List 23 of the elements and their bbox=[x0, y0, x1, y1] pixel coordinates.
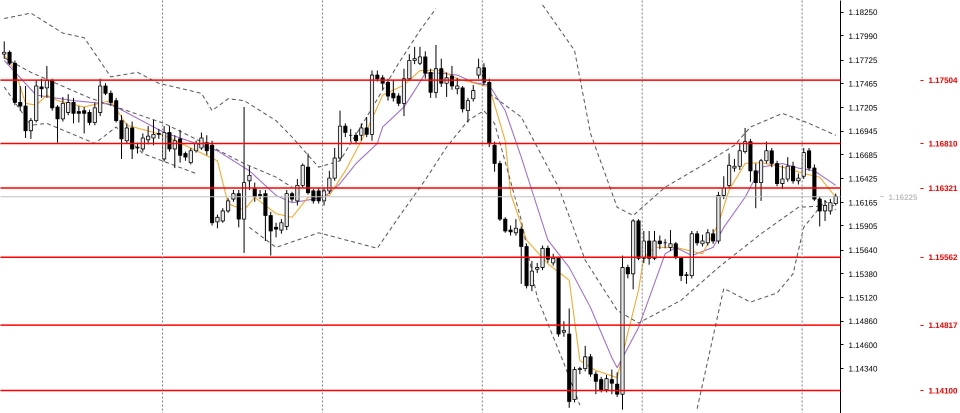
y-tick-label: 1.15640 bbox=[848, 246, 878, 256]
y-tick-label: 1.18250 bbox=[848, 8, 878, 18]
y-tick-label: 1.15380 bbox=[848, 270, 878, 279]
y-tick-label: 1.14860 bbox=[848, 317, 878, 326]
ref-line-label: 1.14817 bbox=[928, 321, 958, 330]
ref-line-label: 1.16321 bbox=[928, 184, 958, 194]
y-tick-label: 1.16425 bbox=[848, 174, 878, 184]
y-tick-label: 1.17990 bbox=[848, 32, 878, 41]
ref-line-label: 1.17504 bbox=[928, 76, 958, 86]
y-tick-label: 1.16945 bbox=[848, 127, 878, 136]
y-tick-label: 1.17725 bbox=[848, 56, 878, 66]
y-tick-label: 1.14600 bbox=[848, 340, 878, 350]
y-tick-label: 1.16165 bbox=[848, 198, 878, 208]
ref-line-label: 1.16225 bbox=[888, 192, 918, 202]
ref-line-label: 1.16810 bbox=[928, 139, 958, 148]
y-tick-label: 1.16685 bbox=[848, 150, 878, 160]
ref-line-label: 1.14100 bbox=[928, 386, 958, 396]
ref-line-label: 1.15562 bbox=[928, 253, 958, 262]
y-tick-label: 1.14340 bbox=[848, 364, 878, 374]
y-tick-label: 1.17205 bbox=[848, 103, 878, 112]
y-tick-label: 1.15120 bbox=[848, 294, 878, 303]
y-tick-label: 1.17465 bbox=[848, 80, 878, 89]
y-tick-label: 1.15905 bbox=[848, 222, 878, 231]
